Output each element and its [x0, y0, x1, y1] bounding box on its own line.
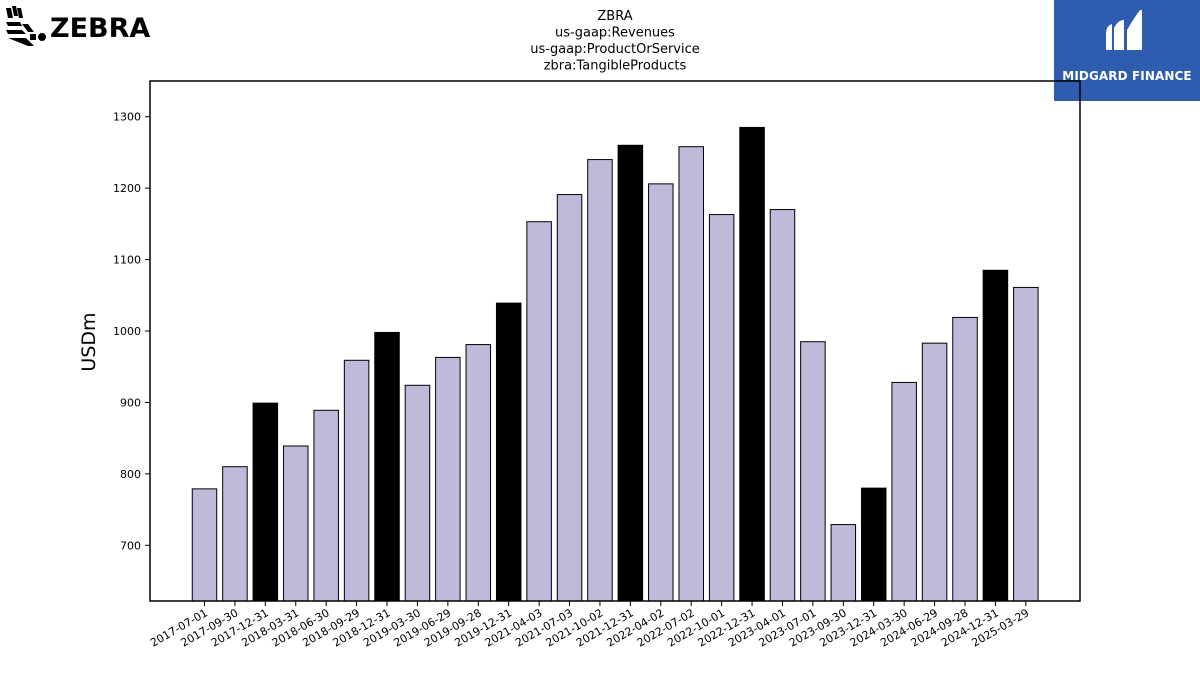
- bar: [283, 445, 309, 602]
- y-tick-label: 900: [120, 396, 141, 409]
- bar: [921, 342, 948, 602]
- x-axis: 2017-07-012017-09-302017-12-312018-03-31…: [148, 601, 1031, 650]
- bar: [739, 126, 765, 602]
- bar: [800, 341, 826, 602]
- chart-title-line: us-gaap:ProductOrService: [530, 42, 700, 57]
- midgard-m-icon: [1106, 10, 1142, 50]
- bar: [465, 344, 492, 602]
- bar: [708, 214, 735, 602]
- zebra-logo-text: ZEBRA: [50, 13, 150, 44]
- chart-title-line: zbra:TangibleProducts: [544, 59, 687, 74]
- y-tick-label: 1100: [113, 254, 141, 267]
- bar: [617, 144, 644, 602]
- bar: [222, 466, 248, 602]
- y-axis-label: USDm: [78, 312, 100, 371]
- y-tick-label: 1000: [113, 325, 141, 338]
- chart-title-line: ZBRA: [597, 9, 632, 24]
- chart-title-line: us-gaap:Revenues: [555, 26, 675, 41]
- bar: [830, 524, 857, 602]
- midgard-finance-logo: MIDGARD FINANCE: [1054, 0, 1200, 101]
- bar: [587, 159, 613, 602]
- chart-title: ZBRA us-gaap:Revenuesus-gaap:ProductOrSer…: [530, 9, 700, 74]
- bar: [374, 331, 400, 602]
- bar: [252, 402, 279, 602]
- y-tick-label: 1200: [113, 182, 141, 195]
- bar: [404, 384, 431, 602]
- bar: [343, 359, 370, 602]
- midgard-finance-text: MIDGARD FINANCE: [1062, 69, 1192, 83]
- bar: [435, 356, 461, 602]
- bar: [1013, 286, 1039, 602]
- y-tick-label: 700: [120, 539, 141, 552]
- bar: [678, 146, 704, 602]
- bar: [769, 209, 796, 602]
- y-tick-label: 800: [120, 468, 141, 481]
- y-tick-label: 1300: [113, 111, 141, 124]
- bar: [860, 487, 887, 602]
- bar: [495, 302, 522, 602]
- bar: [952, 316, 978, 602]
- bars: [191, 126, 1039, 602]
- zebra-head-icon: ZEBRA: [6, 6, 150, 46]
- y-axis: 700 800 900 1000 1100 1200 1300: [113, 111, 150, 552]
- bar: [556, 194, 583, 602]
- plot-frame: [149, 80, 1081, 602]
- bar: [982, 269, 1009, 602]
- bar: [891, 381, 917, 602]
- bar: [648, 183, 674, 602]
- zebra-logo: ZEBRA: [4, 4, 154, 52]
- bar: [313, 409, 339, 602]
- bar: [191, 488, 218, 602]
- bar: [526, 221, 552, 602]
